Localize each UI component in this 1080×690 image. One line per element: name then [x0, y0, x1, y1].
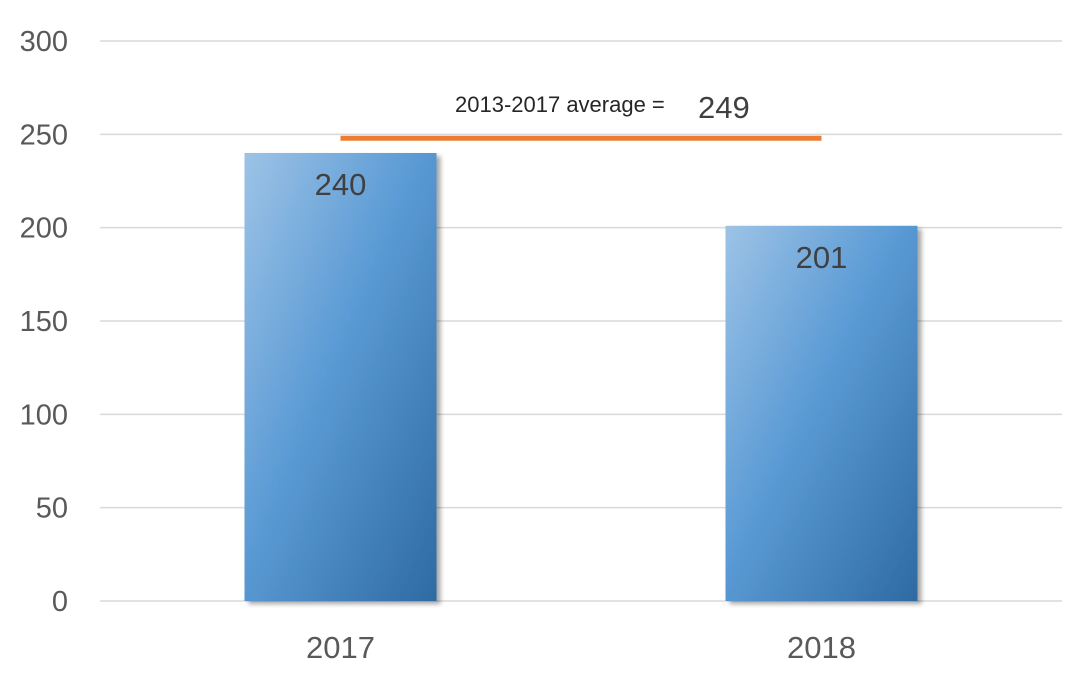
average-label: 2013-2017 average = — [455, 92, 665, 117]
x-tick-label-2018: 2018 — [787, 630, 856, 665]
y-tick-label: 250 — [20, 119, 68, 151]
data-label-2017: 240 — [315, 167, 367, 202]
average-reference: 2013-2017 average = 249 — [340, 90, 822, 141]
bar-2017 — [244, 153, 437, 601]
y-axis-tick-labels: 0 50 100 150 200 250 300 — [20, 26, 68, 618]
y-tick-label: 0 — [52, 586, 68, 618]
bar-2018 — [725, 225, 918, 602]
bars — [244, 153, 918, 602]
x-tick-label-2017: 2017 — [306, 630, 375, 665]
x-axis-category-labels: 2017 2018 — [306, 630, 856, 665]
data-label-2018: 201 — [796, 240, 848, 275]
y-tick-label: 300 — [20, 26, 68, 58]
y-tick-label: 100 — [20, 399, 68, 431]
average-value: 249 — [698, 90, 750, 125]
y-tick-label: 150 — [20, 306, 68, 338]
data-labels: 240 201 — [315, 167, 848, 275]
gridlines — [100, 40, 1062, 602]
y-tick-label: 50 — [36, 493, 68, 525]
y-tick-label: 200 — [20, 213, 68, 245]
